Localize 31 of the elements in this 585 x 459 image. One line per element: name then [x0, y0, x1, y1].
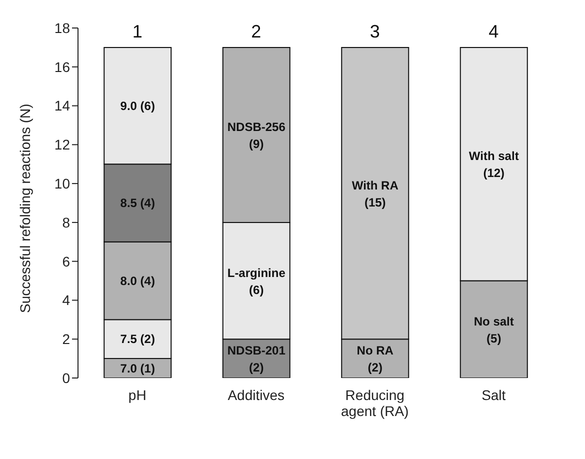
y-tick-label: 18: [54, 20, 70, 36]
annotation: 2: [251, 21, 262, 42]
data-label: No RA (2): [356, 344, 394, 375]
y-tick-label: 16: [54, 58, 70, 75]
annotation: 1: [132, 21, 142, 42]
data-label: With salt (12): [468, 149, 519, 180]
y-tick-label: 12: [54, 136, 70, 153]
y-tick-label: 14: [54, 98, 70, 114]
y-axis-title: Successful refolding reactions (N): [16, 104, 33, 313]
y-tick-label: 0: [62, 370, 70, 386]
annotation: 4: [488, 21, 499, 42]
x-tick-label: pH: [128, 387, 146, 403]
y-tick-label: 6: [62, 253, 70, 270]
x-tick-label: Reducing agent (RA): [341, 387, 409, 419]
data-label: No salt (5): [474, 314, 514, 346]
data-label: NDSB-201 (2): [227, 344, 286, 375]
y-tick-label: 8: [62, 214, 70, 230]
data-label: With RA (15): [352, 178, 399, 210]
y-tick-label: 2: [62, 331, 70, 348]
data-label: 9.0 (6): [120, 98, 155, 113]
x-tick-label: Salt: [482, 387, 506, 403]
data-label: NDSB-256 (9): [227, 120, 286, 151]
data-label: L-arginine (6): [227, 266, 286, 297]
y-tick-label: 4: [62, 292, 70, 308]
data-label: 7.0 (1): [120, 361, 155, 376]
data-label: 8.5 (4): [120, 196, 155, 210]
y-tick-label: 10: [54, 176, 70, 192]
data-label: 8.0 (4): [120, 274, 155, 288]
annotation: 3: [370, 21, 380, 42]
x-tick-label: Additives: [228, 387, 285, 403]
data-label: 7.5 (2): [120, 332, 155, 346]
